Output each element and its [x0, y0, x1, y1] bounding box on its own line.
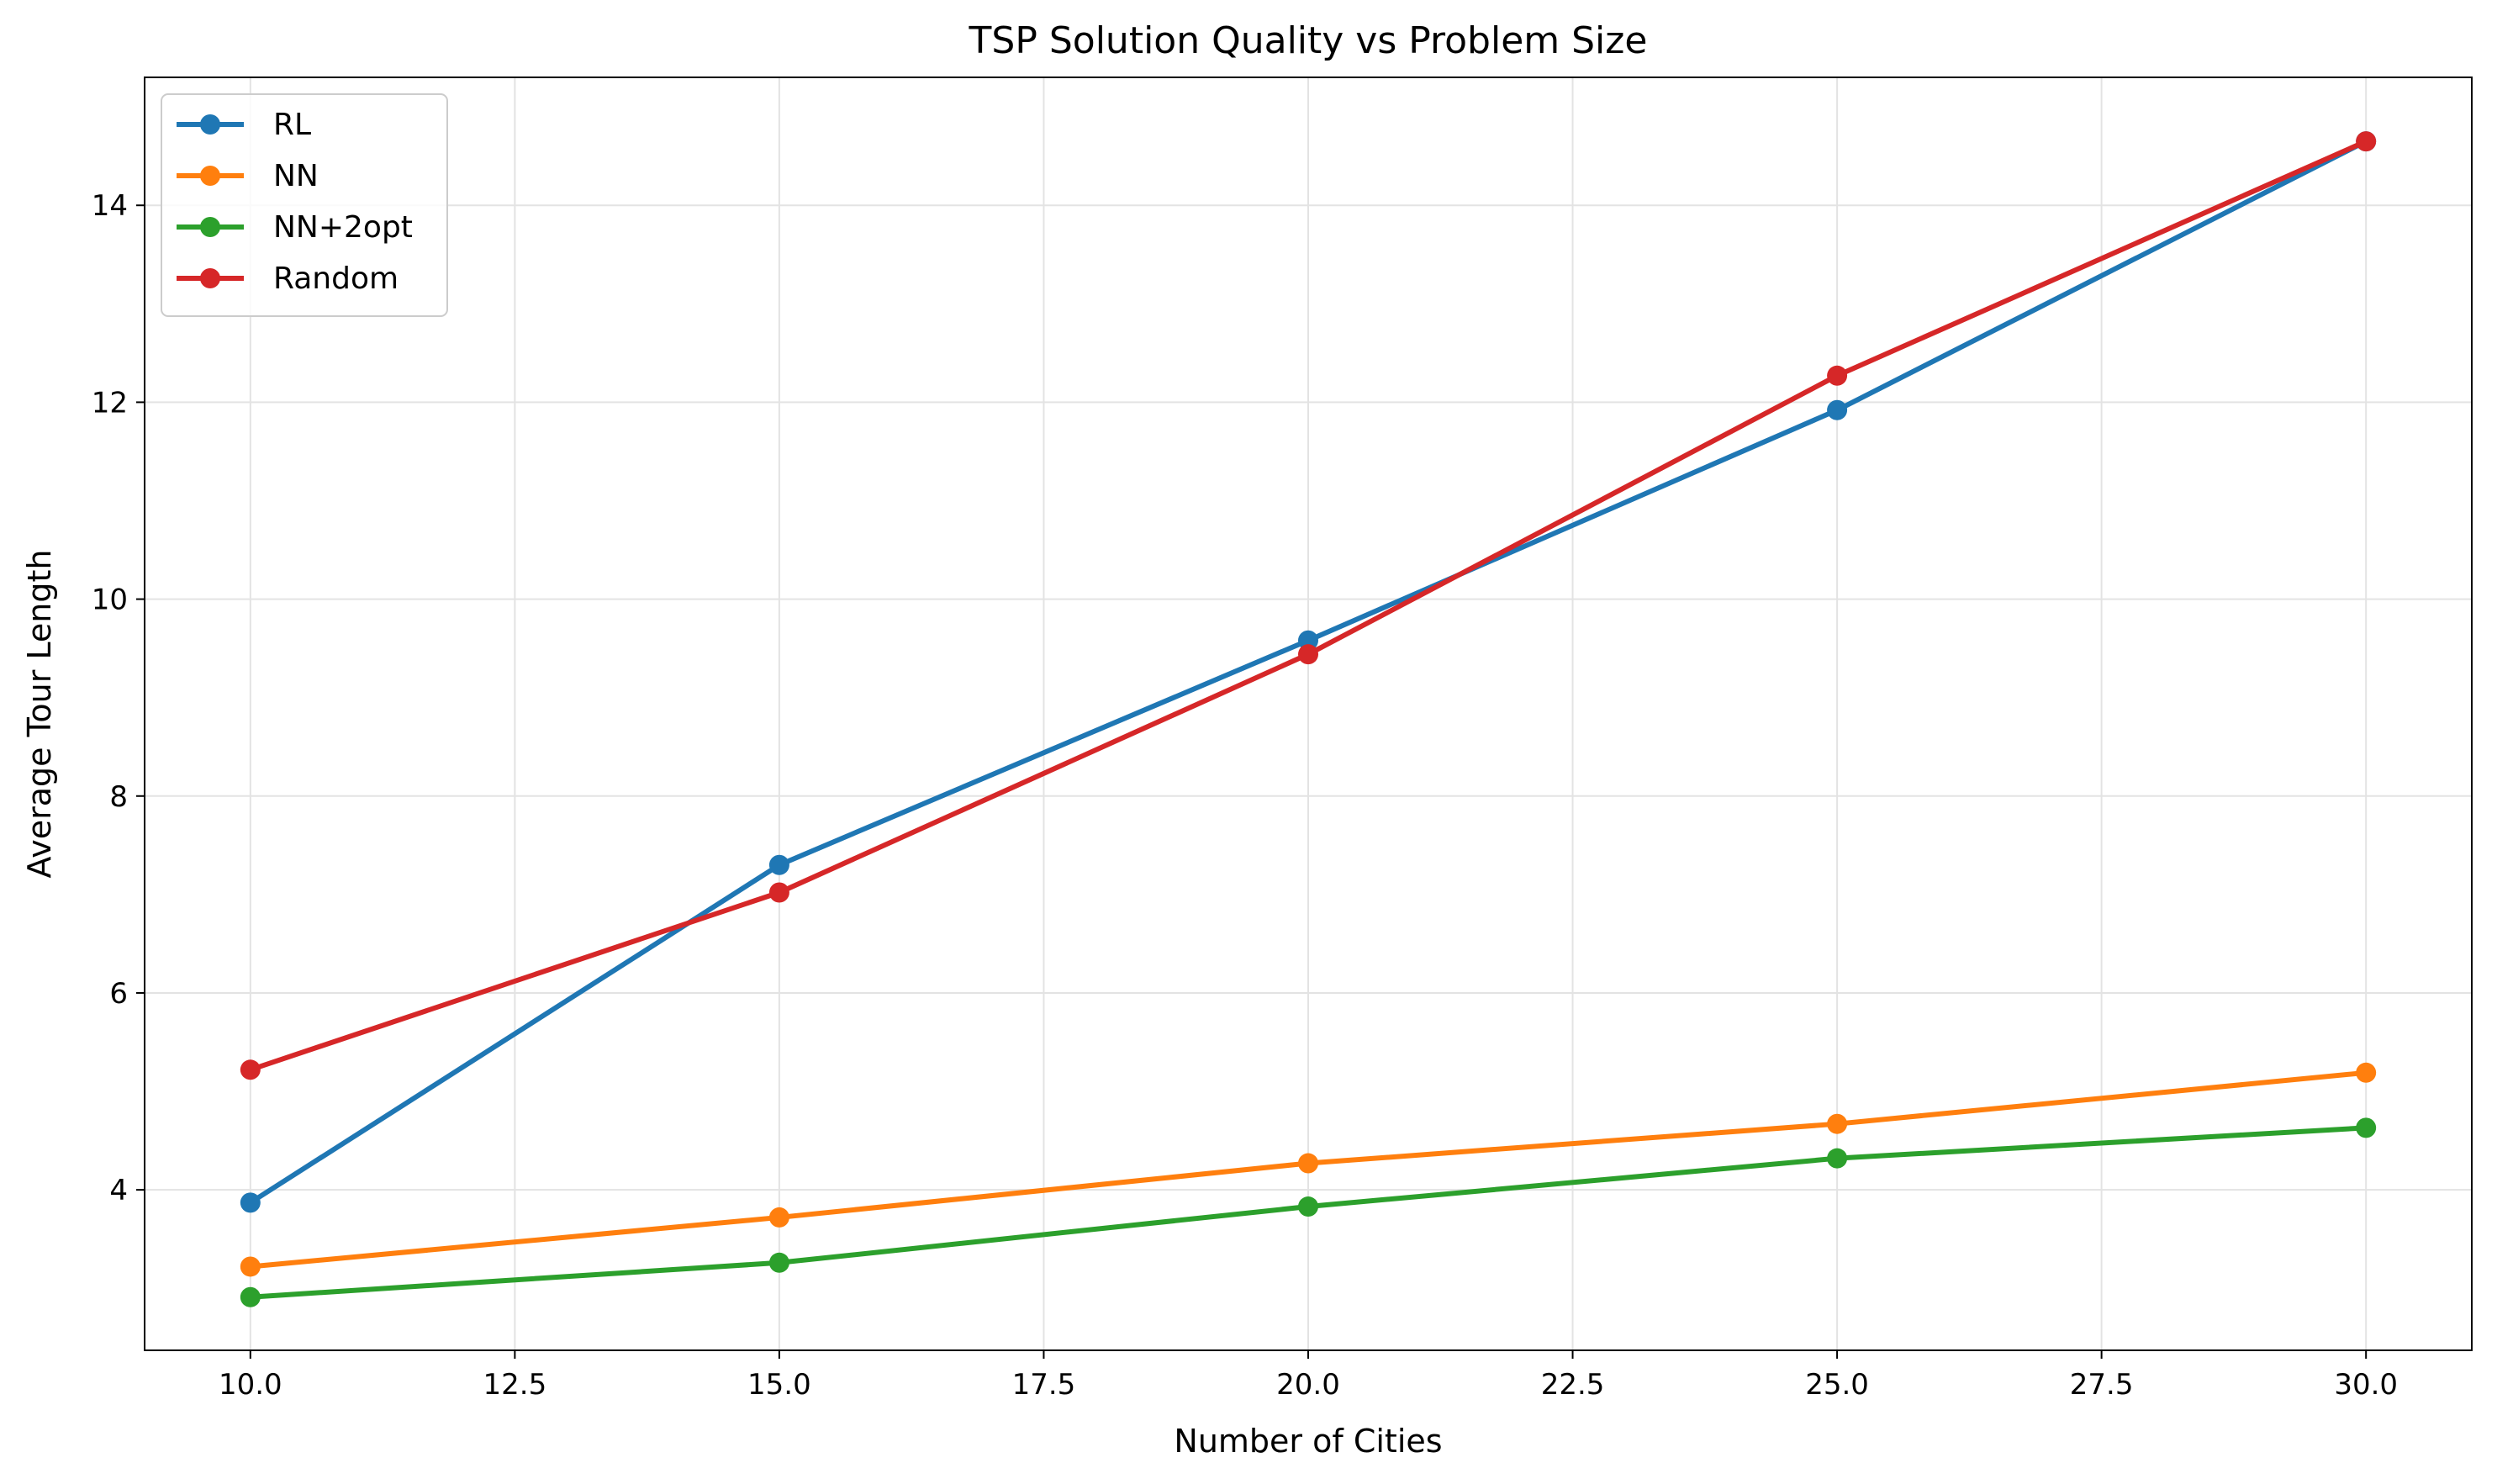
- y-axis-title: Average Tour Length: [21, 550, 58, 879]
- x-tick-label: 10.0: [219, 1368, 282, 1402]
- data-point-random: [240, 1059, 261, 1080]
- legend-label: NN: [273, 159, 319, 193]
- legend-swatch-marker: [200, 114, 220, 135]
- legend-swatch-marker: [200, 268, 220, 288]
- legend-item-rl: RL: [177, 108, 311, 142]
- legend-item-nn-2opt: NN+2opt: [177, 210, 413, 245]
- series-layer: [240, 131, 2377, 1307]
- x-tick-label: 17.5: [1012, 1368, 1076, 1402]
- x-tick-label: 27.5: [2070, 1368, 2134, 1402]
- data-point-nn: [2356, 1062, 2377, 1083]
- x-tick-label: 22.5: [1541, 1368, 1605, 1402]
- data-point-nn-2opt: [2356, 1117, 2377, 1138]
- data-point-random: [2356, 131, 2377, 152]
- x-axis-title: Number of Cities: [1174, 1423, 1442, 1460]
- series-nn: [240, 1062, 2377, 1277]
- data-point-nn-2opt: [240, 1286, 261, 1307]
- x-axis-ticks: 10.0 12.5 15.0 17.5 20.0 22.5 25.0 27.5 30.0: [219, 1350, 2398, 1402]
- x-tick-label: 30.0: [2334, 1368, 2398, 1402]
- y-tick-label: 10: [92, 584, 128, 617]
- data-point-random: [1827, 365, 1848, 386]
- y-tick-label: 14: [92, 189, 128, 223]
- legend-box: [161, 93, 448, 317]
- data-point-rl: [1827, 399, 1848, 420]
- data-point-rl: [768, 854, 789, 875]
- legend-label: Random: [273, 261, 399, 296]
- legend: RL NN NN+2opt Random: [161, 93, 448, 317]
- chart-title: TSP Solution Quality vs Problem Size: [969, 19, 1648, 62]
- grid: [145, 77, 2472, 1350]
- data-point-nn: [768, 1207, 789, 1228]
- x-tick-label: 15.0: [747, 1368, 811, 1402]
- legend-item-random: Random: [177, 261, 399, 296]
- legend-swatch-marker: [200, 166, 220, 186]
- data-point-random: [1298, 644, 1318, 665]
- legend-item-nn: NN: [177, 159, 319, 193]
- x-tick-label: 20.0: [1276, 1368, 1340, 1402]
- data-point-nn: [1298, 1153, 1318, 1174]
- x-tick-label: 25.0: [1805, 1368, 1869, 1402]
- data-point-nn-2opt: [1298, 1196, 1318, 1217]
- legend-label: NN+2opt: [273, 210, 413, 245]
- series-random: [240, 131, 2377, 1080]
- data-point-nn: [1827, 1113, 1848, 1134]
- x-tick-label: 12.5: [483, 1368, 547, 1402]
- legend-label: RL: [273, 108, 311, 142]
- y-tick-label: 6: [109, 977, 128, 1011]
- data-point-rl: [240, 1192, 261, 1213]
- data-point-nn-2opt: [1827, 1148, 1848, 1169]
- data-point-rl: [1298, 630, 1318, 651]
- data-point-nn-2opt: [768, 1252, 789, 1273]
- series-nn-2opt: [240, 1117, 2377, 1307]
- y-tick-label: 12: [92, 386, 128, 420]
- data-point-random: [768, 882, 789, 903]
- data-point-nn: [240, 1256, 261, 1277]
- y-axis-ticks: 4 6 8 10 12 14: [92, 189, 145, 1207]
- y-tick-label: 8: [109, 780, 128, 814]
- legend-swatch-marker: [200, 217, 220, 237]
- y-tick-label: 4: [109, 1174, 128, 1207]
